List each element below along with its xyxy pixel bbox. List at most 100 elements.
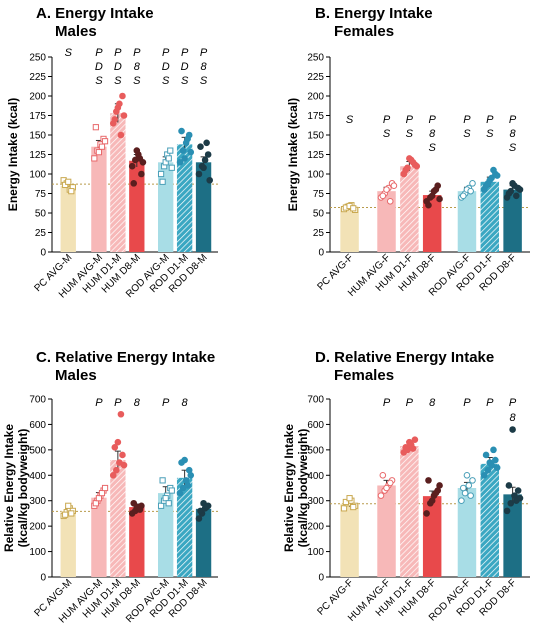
data-point [409,445,417,452]
y-tick-label: 600 [307,420,324,431]
data-point [428,192,436,200]
bar [195,162,212,252]
y-tick-label: 0 [40,573,46,584]
data-point [95,495,103,502]
data-point [162,495,169,502]
y-tick-label: 700 [307,395,324,406]
y-tick-label: 100 [307,547,324,558]
bar [176,144,193,252]
significance-label: S [463,128,471,140]
data-point [113,466,120,474]
significance-label: P [429,114,437,126]
data-point [513,192,520,200]
data-point [486,459,494,466]
chart-title: C. Relative Energy Intake [36,349,215,366]
significance-label: 8 [182,397,189,409]
data-point [390,182,398,189]
y-axis-label: Relative Energy Intake [282,424,296,552]
data-point [492,456,499,464]
data-point [514,487,522,494]
data-point [98,489,106,497]
significance-label: S [114,75,122,87]
data-point [109,471,117,479]
y-tick-label: 200 [307,522,324,533]
data-point [377,492,385,499]
y-tick-label: 300 [29,496,46,507]
significance-label: S [383,128,391,140]
significance-label: P [133,47,141,59]
y-axis-label-units: (kcal/kg bodyweight) [296,429,310,548]
y-tick-label: 50 [313,209,325,220]
y-tick-label: 600 [29,420,46,431]
y-tick-label: 200 [29,92,46,103]
data-point [204,151,212,158]
data-point [425,201,432,209]
data-point [168,164,175,171]
chart-title: A. Energy Intake [36,5,154,22]
data-point [165,155,172,162]
data-point [459,484,467,492]
significance-label: P [463,397,471,409]
data-point [114,438,122,446]
significance-label: P [95,47,103,59]
data-point [463,471,471,479]
y-tick-label: 700 [29,395,46,406]
bar [377,191,396,252]
data-point [200,164,207,172]
significance-label: P [162,397,170,409]
data-point [98,143,106,150]
significance-label: S [200,75,208,87]
chart-subtitle: Males [55,23,97,40]
y-tick-label: 400 [307,471,324,482]
y-tick-label: 150 [29,131,46,142]
data-point [206,176,213,184]
data-point [413,162,421,170]
data-point [159,477,166,484]
bar [91,497,107,577]
data-point [383,484,390,492]
bar [340,207,359,252]
data-point [159,178,166,185]
significance-label: P [114,397,122,409]
bar [480,463,500,577]
y-tick-label: 500 [307,445,324,456]
data-point [120,112,128,119]
data-point [467,187,474,195]
significance-label: S [65,47,73,59]
chart-subtitle: Males [55,367,97,384]
data-point [490,446,497,454]
data-point [379,471,387,479]
y-axis-label: Relative Energy Intake [2,424,16,552]
bar [503,494,522,577]
data-point [139,159,147,166]
data-point [184,135,191,143]
significance-label: 8 [429,128,436,140]
data-point [119,92,126,100]
data-point [436,195,443,203]
bar [340,503,359,577]
y-tick-label: 400 [29,471,46,482]
data-point [505,190,513,197]
data-point [101,484,109,492]
significance-label: P [200,47,208,59]
data-point [428,497,436,505]
significance-label: D [162,61,170,73]
y-tick-label: 200 [29,522,46,533]
y-tick-label: 225 [29,72,46,83]
data-point [130,180,138,187]
data-point [432,489,440,497]
significance-label: 8 [510,412,517,424]
significance-label: S [95,75,103,87]
data-point [402,444,409,451]
y-tick-label: 0 [40,248,46,259]
data-point [91,155,98,162]
y-axis-label-units: (kcal/kg bodyweight) [16,429,30,548]
bar [129,507,145,577]
significance-label: 8 [201,61,208,73]
data-point [157,170,165,178]
data-point [101,138,109,145]
data-point [503,507,511,515]
data-point [179,147,187,154]
data-point [111,116,119,123]
